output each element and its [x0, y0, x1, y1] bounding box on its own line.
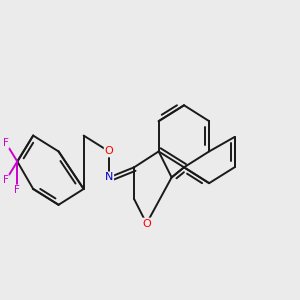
Text: F: F	[3, 175, 9, 185]
Text: O: O	[142, 219, 151, 229]
Text: F: F	[14, 185, 20, 195]
Text: N: N	[105, 172, 113, 182]
Text: O: O	[105, 146, 113, 156]
Text: F: F	[3, 138, 9, 148]
